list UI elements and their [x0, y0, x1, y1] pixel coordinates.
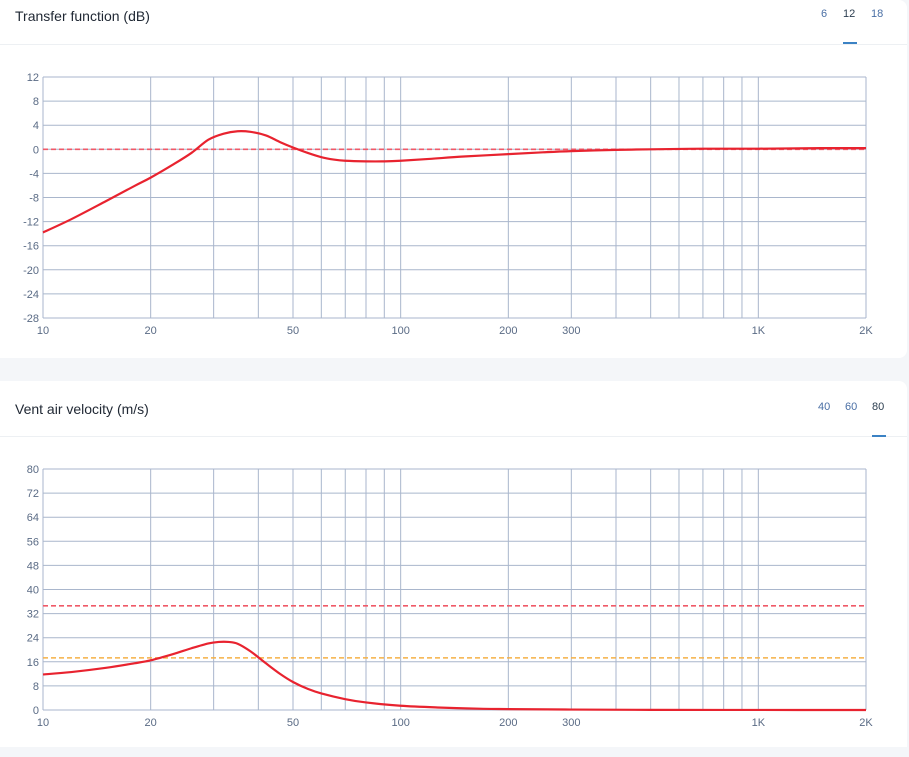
- x-tick-label: 1K: [752, 717, 766, 729]
- y-tick-label: 56: [27, 536, 39, 548]
- y-tick-label: -20: [23, 265, 39, 277]
- zoom-option-60[interactable]: 60: [845, 401, 858, 413]
- zoom-option-18[interactable]: 18: [871, 8, 884, 20]
- card-header: Transfer function (dB) 6 12 18: [0, 0, 907, 45]
- zoom-option-40[interactable]: 40: [818, 401, 831, 413]
- zoom-active-indicator: [843, 42, 857, 44]
- zoom-active-indicator: [872, 435, 886, 437]
- y-tick-label: -28: [23, 313, 39, 325]
- y-tick-label: 32: [27, 609, 39, 621]
- y-tick-label: 12: [27, 72, 39, 84]
- x-tick-label: 100: [391, 717, 409, 729]
- x-tick-label: 300: [562, 325, 580, 337]
- card-title: Vent air velocity (m/s): [15, 401, 149, 417]
- y-tick-label: 8: [33, 96, 39, 108]
- vent-velocity-card: Vent air velocity (m/s) 40 60 80 80 72 64 5…: [0, 381, 907, 747]
- x-tick-label: 20: [145, 717, 157, 729]
- x-tick-label: 200: [499, 717, 517, 729]
- y-tick-label: -16: [23, 241, 39, 253]
- y-tick-label: 0: [33, 705, 39, 717]
- y-tick-label: -4: [29, 168, 39, 180]
- x-tick-label: 20: [145, 325, 157, 337]
- y-tick-label: -24: [23, 289, 39, 301]
- x-tick-label: 300: [562, 717, 580, 729]
- transfer-function-card: Transfer function (dB) 6 12 18 12 8 4 0 -4 -8…: [0, 0, 907, 358]
- x-tick-label: 50: [287, 717, 299, 729]
- y-tick-label: 24: [27, 633, 39, 645]
- x-tick-label: 2K: [859, 717, 873, 729]
- x-tick-label: 1K: [752, 325, 766, 337]
- y-tick-label: 0: [33, 144, 39, 156]
- x-tick-label: 10: [37, 717, 49, 729]
- y-tick-label: 72: [27, 488, 39, 500]
- zoom-option-12[interactable]: 12: [843, 8, 856, 20]
- y-tick-label: 64: [27, 512, 39, 524]
- y-tick-label: 48: [27, 560, 39, 572]
- y-tick-label: 80: [27, 464, 39, 476]
- y-tick-label: 40: [27, 585, 39, 597]
- x-tick-label: 200: [499, 325, 517, 337]
- x-tick-label: 2K: [859, 325, 873, 337]
- zoom-option-80[interactable]: 80: [872, 401, 885, 413]
- y-tick-label: 4: [33, 120, 39, 132]
- y-tick-label: 8: [33, 681, 39, 693]
- y-tick-label: 16: [27, 657, 39, 669]
- x-tick-label: 10: [37, 325, 49, 337]
- zoom-option-6[interactable]: 6: [821, 8, 828, 20]
- y-tick-label: -8: [29, 193, 39, 205]
- series-line: [42, 129, 867, 234]
- x-tick-label: 50: [287, 325, 299, 337]
- series-line: [42, 640, 867, 712]
- x-tick-label: 100: [391, 325, 409, 337]
- card-header: Vent air velocity (m/s) 40 60 80: [0, 381, 907, 437]
- card-title: Transfer function (dB): [15, 8, 150, 24]
- y-tick-label: -12: [23, 217, 39, 229]
